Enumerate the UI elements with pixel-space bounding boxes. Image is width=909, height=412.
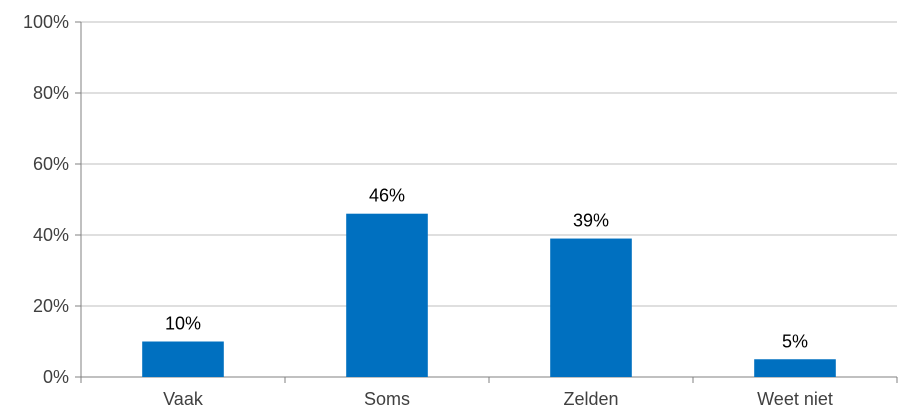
x-tick-label: Soms (364, 389, 410, 409)
data-labels: 10% 46% 39% 5% (165, 186, 808, 352)
x-axis: Vaak Soms Zelden Weet niet (80, 376, 898, 409)
bar-vaak (142, 341, 224, 377)
gridlines (81, 21, 897, 307)
x-tick-label: Zelden (563, 389, 618, 409)
data-label: 39% (573, 211, 609, 231)
bar-zelden (550, 238, 632, 377)
y-tick-label: 100% (23, 12, 69, 32)
bar-soms (346, 213, 428, 377)
data-label: 46% (369, 186, 405, 206)
y-axis: 0% 20% 40% 60% 80% 100% (23, 12, 82, 387)
y-tick-label: 80% (33, 83, 69, 103)
x-tick-label: Weet niet (757, 389, 833, 409)
y-tick-label: 20% (33, 296, 69, 316)
bars (142, 213, 836, 377)
y-tick-label: 40% (33, 225, 69, 245)
y-tick-label: 0% (43, 367, 69, 387)
y-tick-label: 60% (33, 154, 69, 174)
x-tick-label: Vaak (163, 389, 204, 409)
bar-weet-niet (754, 359, 836, 377)
data-label: 5% (782, 331, 808, 351)
data-label: 10% (165, 314, 201, 334)
